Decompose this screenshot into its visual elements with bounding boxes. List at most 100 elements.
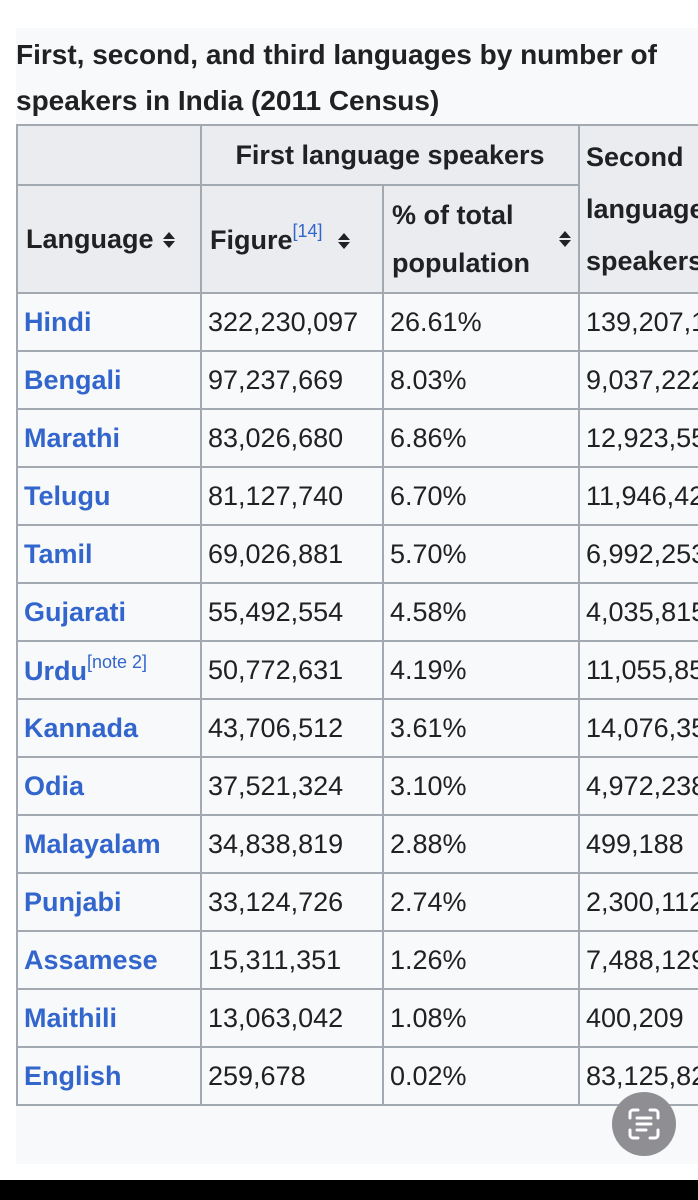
table-container: First, second, and third languages by nu… <box>16 28 698 1164</box>
cell-figure: 97,237,669 <box>200 350 384 410</box>
cell-language: English <box>16 1046 202 1106</box>
cell-second-language: 7,488,129 <box>578 930 698 990</box>
cell-second-language: 2,300,112 <box>578 872 698 932</box>
cell-second-language: 400,209 <box>578 988 698 1048</box>
table-row: Gujarati 55,492,554 4.58% 4,035,815 <box>16 582 698 642</box>
cell-language: Gujarati <box>16 582 202 642</box>
cell-language: Assamese <box>16 930 202 990</box>
language-link[interactable]: Marathi <box>24 422 121 453</box>
cell-pct: 1.08% <box>381 988 581 1048</box>
live-text-button[interactable] <box>612 1092 676 1156</box>
cell-language: Marathi <box>16 408 202 468</box>
header-second-language-speakers: Second language speakers <box>578 124 698 294</box>
header-language[interactable]: Language <box>16 184 202 294</box>
cell-language: Urdu[note 2] <box>16 640 202 700</box>
cell-figure: 34,838,819 <box>200 814 384 874</box>
cell-pct: 6.70% <box>381 466 581 526</box>
table-row: Bengali 97,237,669 8.03% 9,037,222 <box>16 350 698 410</box>
language-link[interactable]: English <box>24 1060 122 1091</box>
cell-pct: 1.26% <box>381 930 581 990</box>
header-pct-total-population[interactable]: % of total population <box>381 184 581 294</box>
language-link[interactable]: Odia <box>24 770 85 801</box>
cell-figure: 13,063,042 <box>200 988 384 1048</box>
table-caption: First, second, and third languages by nu… <box>16 39 657 116</box>
cell-second-language: 12,923,555 <box>578 408 698 468</box>
table-row: Punjabi 33,124,726 2.74% 2,300,112 <box>16 872 698 932</box>
language-link[interactable]: Tamil <box>24 538 93 569</box>
cell-pct: 8.03% <box>381 350 581 410</box>
bottom-bar <box>0 1180 698 1200</box>
cell-second-language: 6,992,253 <box>578 524 698 584</box>
cell-figure: 69,026,881 <box>200 524 384 584</box>
cell-language: Tamil <box>16 524 202 584</box>
header-first-language-speakers: First language speakers <box>199 124 581 186</box>
language-link[interactable]: Telugu <box>24 480 111 511</box>
cell-figure: 15,311,351 <box>200 930 384 990</box>
cell-pct: 0.02% <box>381 1046 581 1106</box>
language-link[interactable]: Punjabi <box>24 886 122 917</box>
header-empty-cell <box>16 124 202 186</box>
cell-second-language: 499,188 <box>578 814 698 874</box>
cell-figure: 50,772,631 <box>200 640 384 700</box>
cell-language: Telugu <box>16 466 202 526</box>
table-row: Odia 37,521,324 3.10% 4,972,238 <box>16 756 698 816</box>
table-row: Maithili 13,063,042 1.08% 400,209 <box>16 988 698 1048</box>
header-language-label: Language <box>26 223 154 254</box>
table-body: Hindi322,230,09726.61%139,207,180Bengali… <box>16 292 698 1106</box>
cell-figure: 33,124,726 <box>200 872 384 932</box>
cell-pct: 2.74% <box>381 872 581 932</box>
cell-figure: 322,230,097 <box>200 292 384 352</box>
sort-arrows-icon[interactable] <box>162 230 176 250</box>
language-link[interactable]: Urdu <box>24 655 87 686</box>
cell-figure: 55,492,554 <box>200 582 384 642</box>
cell-figure: 259,678 <box>200 1046 384 1106</box>
cell-figure: 37,521,324 <box>200 756 384 816</box>
cell-second-language: 14,076,355 <box>578 698 698 758</box>
table-row: Tamil 69,026,881 5.70% 6,992,253 <box>16 524 698 584</box>
reference-link[interactable]: [14] <box>292 220 323 241</box>
cell-second-language: 9,037,222 <box>578 350 698 410</box>
language-link[interactable]: Bengali <box>24 364 122 395</box>
cell-figure: 81,127,740 <box>200 466 384 526</box>
cell-second-language: 4,972,238 <box>578 756 698 816</box>
cell-language: Punjabi <box>16 872 202 932</box>
language-link[interactable]: Kannada <box>24 712 139 743</box>
sort-arrows-icon[interactable] <box>558 229 572 249</box>
sort-arrows-icon[interactable] <box>337 231 351 251</box>
cell-language: Malayalam <box>16 814 202 874</box>
cell-language: Bengali <box>16 350 202 410</box>
cell-figure: 43,706,512 <box>200 698 384 758</box>
cell-second-language: 139,207,180 <box>578 292 698 352</box>
cell-figure: 83,026,680 <box>200 408 384 468</box>
cell-pct: 3.10% <box>381 756 581 816</box>
table-row: Assamese 15,311,351 1.26% 7,488,129 <box>16 930 698 990</box>
language-link[interactable]: Assamese <box>24 944 158 975</box>
text-scan-icon <box>628 1108 660 1140</box>
cell-second-language: 83,125,821 <box>578 1046 698 1106</box>
cell-pct: 4.19% <box>381 640 581 700</box>
language-link[interactable]: Malayalam <box>24 828 161 859</box>
table-row: Malayalam 34,838,819 2.88% 499,188 <box>16 814 698 874</box>
header-pct-label: % of total population <box>392 200 530 278</box>
language-link[interactable]: Gujarati <box>24 596 127 627</box>
cell-pct: 5.70% <box>381 524 581 584</box>
table-scroll-area[interactable]: First language speakers Second language … <box>16 124 698 1164</box>
header-figure[interactable]: Figure[14] <box>200 184 384 294</box>
cell-language: Kannada <box>16 698 202 758</box>
cell-second-language: 11,946,421 <box>578 466 698 526</box>
cell-second-language: 11,055,852 <box>578 640 698 700</box>
cell-pct: 4.58% <box>381 582 581 642</box>
cell-language: Maithili <box>16 988 202 1048</box>
cell-language: Odia <box>16 756 202 816</box>
languages-table: First language speakers Second language … <box>16 124 698 1106</box>
cell-language: Hindi <box>16 292 202 352</box>
note-link[interactable]: [note 2] <box>87 651 148 672</box>
language-link[interactable]: Hindi <box>24 306 92 337</box>
cell-pct: 2.88% <box>381 814 581 874</box>
language-link[interactable]: Maithili <box>24 1002 117 1033</box>
